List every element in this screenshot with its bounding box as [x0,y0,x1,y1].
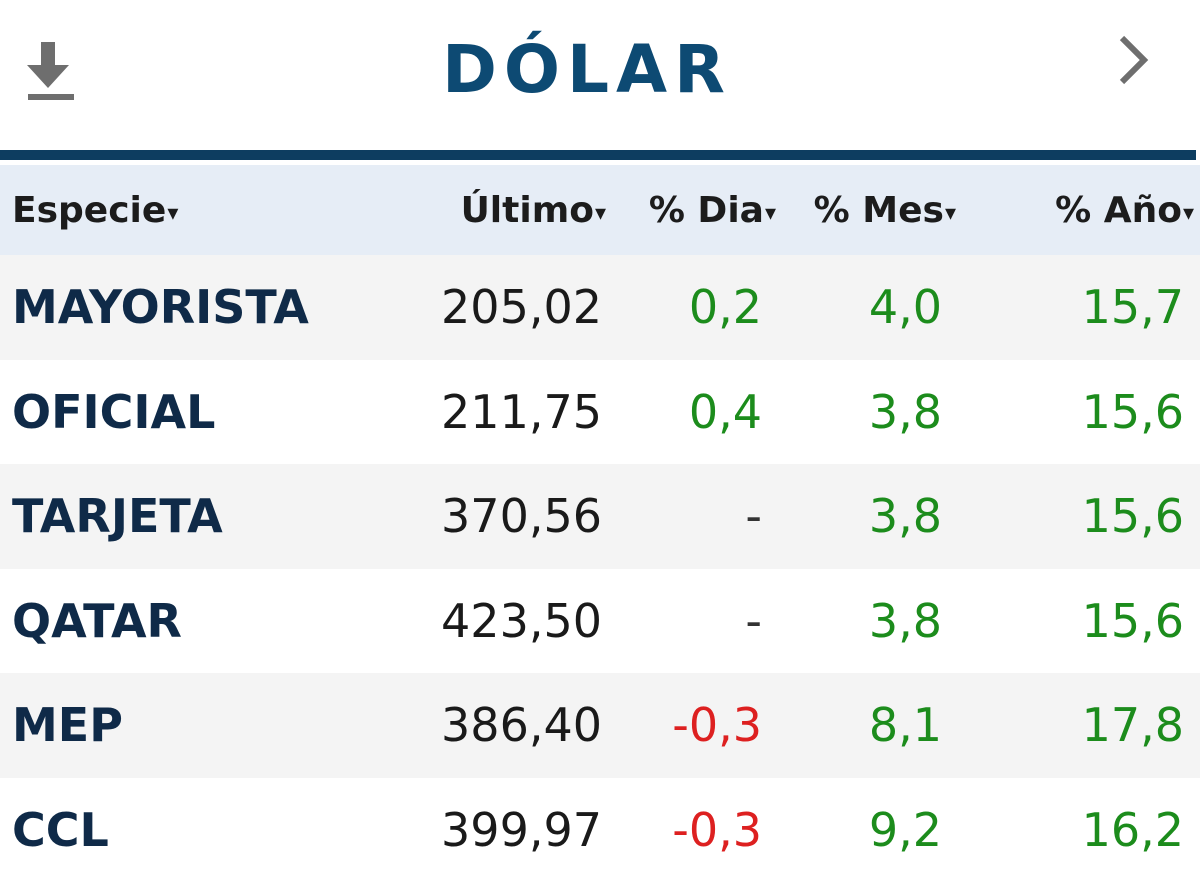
table-header-row: Especie▾ Último▾ % Dia▾ % Mes▾ % Año▾ [0,165,1200,255]
row-day-change: 0,4 [688,384,762,439]
sort-arrow-icon: ▾ [764,200,776,226]
row-day-change: 0,2 [688,280,762,335]
row-year-change: 17,8 [1081,698,1184,753]
widget-title: DÓLAR [0,30,1200,110]
header-divider [0,150,1196,160]
row-day-change: - [745,593,762,648]
widget-header: DÓLAR [0,0,1200,150]
column-header-especie[interactable]: Especie▾ [12,189,179,231]
sort-arrow-icon: ▾ [594,200,606,226]
table-row[interactable]: MEP 386,40 -0,3 8,1 17,8 [0,673,1200,778]
table-row[interactable]: OFICIAL 211,75 0,4 3,8 15,6 [0,359,1200,464]
row-month-change: 8,1 [868,698,942,753]
sort-arrow-icon: ▾ [1182,200,1194,226]
row-day-change: -0,3 [672,698,762,753]
row-last: 399,97 [441,802,602,857]
row-name[interactable]: QATAR [12,593,182,648]
row-year-change: 15,7 [1081,280,1184,335]
column-header-dia[interactable]: % Dia▾ [648,189,776,231]
column-header-ultimo[interactable]: Último▾ [460,189,606,231]
download-icon [27,42,74,100]
chevron-right-icon [1119,35,1149,85]
sort-arrow-icon: ▾ [944,200,956,226]
row-year-change: 15,6 [1081,384,1184,439]
row-year-change: 16,2 [1081,802,1184,857]
row-last: 211,75 [441,384,602,439]
row-name[interactable]: MAYORISTA [12,280,309,335]
sort-arrow-icon: ▾ [167,200,179,226]
table-row[interactable]: MAYORISTA 205,02 0,2 4,0 15,7 [0,255,1200,360]
row-month-change: 3,8 [868,489,942,544]
column-header-ano[interactable]: % Año▾ [1055,189,1194,231]
column-header-mes[interactable]: % Mes▾ [813,189,956,231]
row-name[interactable]: TARJETA [12,489,223,544]
row-month-change: 3,8 [868,384,942,439]
widget-title-text: DÓLAR [442,31,732,108]
row-month-change: 3,8 [868,593,942,648]
row-year-change: 15,6 [1081,593,1184,648]
row-last: 370,56 [441,489,602,544]
download-button[interactable] [22,38,80,104]
row-name[interactable]: OFICIAL [12,384,216,439]
row-day-change: -0,3 [672,802,762,857]
row-month-change: 4,0 [868,280,942,335]
quotes-table: Especie▾ Último▾ % Dia▾ % Mes▾ % Año▾ MA… [0,165,1200,882]
row-name[interactable]: CCL [12,802,109,857]
row-last: 386,40 [441,698,602,753]
table-row[interactable]: QATAR 423,50 - 3,8 15,6 [0,568,1200,673]
row-last: 423,50 [441,593,602,648]
table-row[interactable]: TARJETA 370,56 - 3,8 15,6 [0,464,1200,569]
row-name[interactable]: MEP [12,698,123,753]
next-button[interactable] [1110,32,1154,88]
row-last: 205,02 [441,280,602,335]
row-month-change: 9,2 [868,802,942,857]
row-day-change: - [745,489,762,544]
row-year-change: 15,6 [1081,489,1184,544]
table-row[interactable]: CCL 399,97 -0,3 9,2 16,2 [0,777,1200,882]
